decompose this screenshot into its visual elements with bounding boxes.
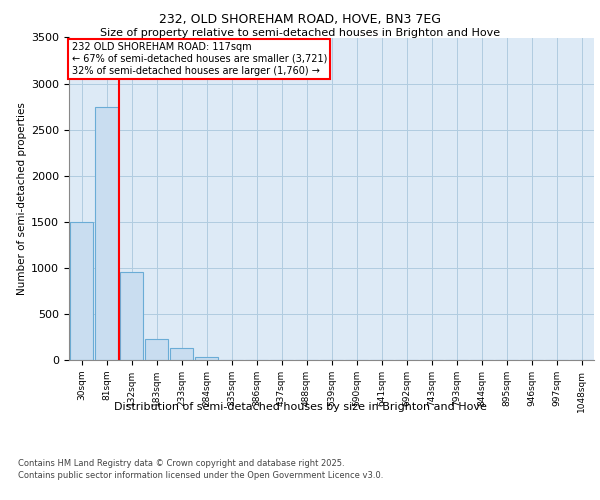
Text: Size of property relative to semi-detached houses in Brighton and Hove: Size of property relative to semi-detach… (100, 28, 500, 38)
Text: Contains public sector information licensed under the Open Government Licence v3: Contains public sector information licen… (18, 471, 383, 480)
Text: 232 OLD SHOREHAM ROAD: 117sqm
← 67% of semi-detached houses are smaller (3,721)
: 232 OLD SHOREHAM ROAD: 117sqm ← 67% of s… (71, 42, 327, 76)
Bar (194, 357, 218, 360)
Bar (170, 348, 193, 360)
Y-axis label: Number of semi-detached properties: Number of semi-detached properties (17, 102, 27, 295)
Bar (119, 272, 143, 360)
Bar (70, 222, 94, 360)
Bar (95, 106, 118, 360)
Text: Contains HM Land Registry data © Crown copyright and database right 2025.: Contains HM Land Registry data © Crown c… (18, 458, 344, 468)
Text: 232, OLD SHOREHAM ROAD, HOVE, BN3 7EG: 232, OLD SHOREHAM ROAD, HOVE, BN3 7EG (159, 12, 441, 26)
Bar (145, 340, 169, 360)
Text: Distribution of semi-detached houses by size in Brighton and Hove: Distribution of semi-detached houses by … (113, 402, 487, 412)
